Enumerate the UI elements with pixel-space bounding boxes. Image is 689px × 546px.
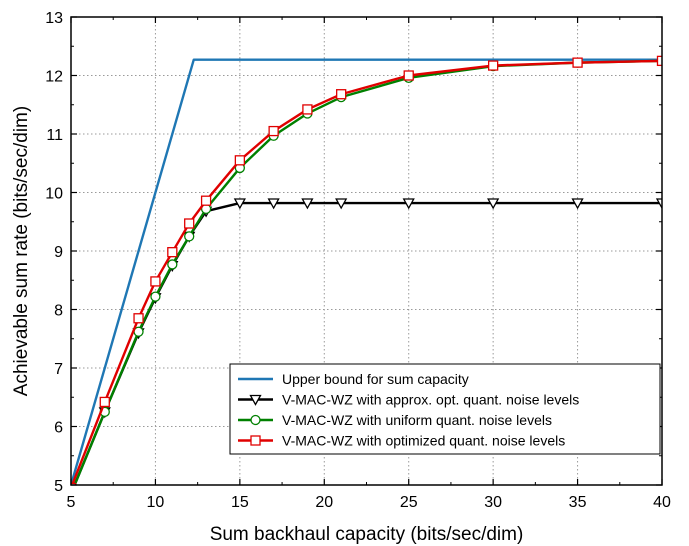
data-point bbox=[268, 125, 279, 137]
data-point bbox=[336, 89, 347, 100]
data-point bbox=[487, 60, 499, 71]
data-point bbox=[150, 291, 161, 302]
data-point bbox=[655, 198, 662, 210]
x-axis-title: Sum backhaul capacity (bits/sec/dim) bbox=[210, 524, 524, 545]
data-point bbox=[267, 198, 280, 210]
series-line-0 bbox=[71, 58, 662, 485]
y-tick-label: 12 bbox=[45, 69, 63, 86]
legend-item: Upper bound for sum capacity bbox=[238, 371, 469, 387]
data-point bbox=[167, 259, 178, 270]
legend-label: Upper bound for sum capacity bbox=[282, 371, 469, 387]
data-point bbox=[200, 195, 212, 206]
x-tick-label: 10 bbox=[147, 494, 165, 511]
legend-marker bbox=[249, 394, 262, 406]
data-point bbox=[571, 198, 584, 210]
data-point bbox=[184, 231, 195, 242]
x-tick-label: 35 bbox=[569, 494, 587, 511]
data-point bbox=[99, 396, 110, 408]
series-3 bbox=[71, 55, 662, 485]
data-point bbox=[572, 57, 583, 68]
legend-item: V-MAC-WZ with optimized quant. noise lev… bbox=[238, 433, 565, 449]
series-layer bbox=[71, 55, 662, 485]
legend-items: Upper bound for sum capacity V-MAC-WZ wit… bbox=[238, 371, 579, 449]
x-tick-label: 25 bbox=[400, 494, 418, 511]
x-tick-label: 30 bbox=[484, 494, 502, 511]
data-point bbox=[234, 155, 246, 166]
tick-layer: 5 10 15 20 25 30 35 40 5 6 7 8 9 10 11 12 13 bbox=[45, 10, 671, 511]
data-point bbox=[487, 198, 500, 210]
x-tick-label: 40 bbox=[653, 494, 671, 511]
y-tick-label: 5 bbox=[54, 478, 63, 495]
data-point bbox=[403, 70, 414, 81]
data-point bbox=[233, 198, 246, 210]
y-tick-label: 7 bbox=[54, 361, 63, 378]
x-tick-label: 15 bbox=[231, 494, 249, 511]
y-tick-label: 10 bbox=[45, 186, 63, 203]
legend-item: V-MAC-WZ with uniform quant. noise level… bbox=[238, 412, 552, 428]
legend-item: V-MAC-WZ with approx. opt. quant. noise … bbox=[238, 392, 579, 408]
data-point bbox=[167, 247, 178, 258]
x-tick-label: 5 bbox=[67, 494, 76, 511]
legend-marker bbox=[250, 414, 261, 426]
legend-box bbox=[229, 363, 661, 455]
data-point bbox=[150, 276, 161, 287]
series-0 bbox=[71, 58, 662, 485]
legend: Upper bound for sum capacity V-MAC-WZ wit… bbox=[229, 363, 661, 455]
data-point bbox=[656, 55, 662, 67]
data-point bbox=[133, 313, 144, 324]
y-tick-label: 6 bbox=[54, 420, 63, 437]
data-point bbox=[71, 482, 77, 485]
data-point bbox=[301, 198, 314, 210]
data-point bbox=[335, 198, 348, 210]
data-point bbox=[184, 218, 195, 229]
legend-label: V-MAC-WZ with optimized quant. noise lev… bbox=[282, 433, 565, 449]
x-tick-label: 20 bbox=[315, 494, 333, 511]
data-point bbox=[302, 104, 313, 115]
legend-label: V-MAC-WZ with approx. opt. quant. noise … bbox=[282, 392, 579, 408]
y-axis-title: Achievable sum rate (bits/sec/dim) bbox=[11, 106, 32, 396]
legend-marker bbox=[250, 435, 261, 446]
y-tick-label: 11 bbox=[46, 127, 63, 144]
y-tick-label: 13 bbox=[45, 10, 63, 27]
y-tick-label: 8 bbox=[54, 303, 63, 320]
data-point bbox=[402, 198, 415, 210]
legend-label: V-MAC-WZ with uniform quant. noise level… bbox=[282, 412, 552, 428]
y-tick-label: 9 bbox=[54, 244, 63, 261]
